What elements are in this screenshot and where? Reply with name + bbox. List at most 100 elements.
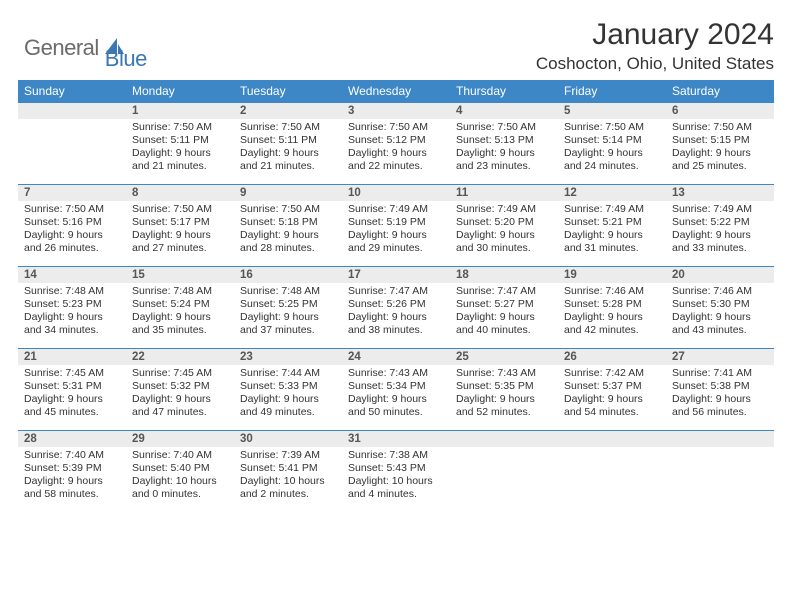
day-number: 6 bbox=[666, 102, 774, 119]
day-details: Sunrise: 7:39 AMSunset: 5:41 PMDaylight:… bbox=[234, 447, 342, 506]
day-number: 13 bbox=[666, 184, 774, 201]
day-number: 16 bbox=[234, 266, 342, 283]
day-details: Sunrise: 7:50 AMSunset: 5:18 PMDaylight:… bbox=[234, 201, 342, 260]
calendar-day-cell: 5Sunrise: 7:50 AMSunset: 5:14 PMDaylight… bbox=[558, 102, 666, 184]
day-number bbox=[18, 102, 126, 119]
calendar-day-cell: 31Sunrise: 7:38 AMSunset: 5:43 PMDayligh… bbox=[342, 430, 450, 512]
weekday-header: Wednesday bbox=[342, 80, 450, 102]
day-details: Sunrise: 7:42 AMSunset: 5:37 PMDaylight:… bbox=[558, 365, 666, 424]
calendar-day-cell: 24Sunrise: 7:43 AMSunset: 5:34 PMDayligh… bbox=[342, 348, 450, 430]
calendar-day-cell bbox=[18, 102, 126, 184]
day-number: 15 bbox=[126, 266, 234, 283]
page-header: General Blue January 2024 Coshocton, Ohi… bbox=[18, 18, 774, 74]
day-number: 19 bbox=[558, 266, 666, 283]
day-number: 24 bbox=[342, 348, 450, 365]
day-details: Sunrise: 7:43 AMSunset: 5:34 PMDaylight:… bbox=[342, 365, 450, 424]
calendar-day-cell bbox=[450, 430, 558, 512]
day-details: Sunrise: 7:50 AMSunset: 5:11 PMDaylight:… bbox=[234, 119, 342, 178]
day-number: 5 bbox=[558, 102, 666, 119]
day-details: Sunrise: 7:50 AMSunset: 5:12 PMDaylight:… bbox=[342, 119, 450, 178]
day-details: Sunrise: 7:50 AMSunset: 5:17 PMDaylight:… bbox=[126, 201, 234, 260]
day-number: 31 bbox=[342, 430, 450, 447]
day-details: Sunrise: 7:49 AMSunset: 5:21 PMDaylight:… bbox=[558, 201, 666, 260]
weekday-header: Tuesday bbox=[234, 80, 342, 102]
calendar-day-cell bbox=[666, 430, 774, 512]
calendar-table: SundayMondayTuesdayWednesdayThursdayFrid… bbox=[18, 80, 774, 512]
calendar-week-row: 28Sunrise: 7:40 AMSunset: 5:39 PMDayligh… bbox=[18, 430, 774, 512]
calendar-day-cell: 12Sunrise: 7:49 AMSunset: 5:21 PMDayligh… bbox=[558, 184, 666, 266]
calendar-week-row: 7Sunrise: 7:50 AMSunset: 5:16 PMDaylight… bbox=[18, 184, 774, 266]
calendar-day-cell: 25Sunrise: 7:43 AMSunset: 5:35 PMDayligh… bbox=[450, 348, 558, 430]
day-number: 17 bbox=[342, 266, 450, 283]
calendar-day-cell: 11Sunrise: 7:49 AMSunset: 5:20 PMDayligh… bbox=[450, 184, 558, 266]
calendar-day-cell: 27Sunrise: 7:41 AMSunset: 5:38 PMDayligh… bbox=[666, 348, 774, 430]
calendar-day-cell bbox=[558, 430, 666, 512]
day-details: Sunrise: 7:49 AMSunset: 5:19 PMDaylight:… bbox=[342, 201, 450, 260]
day-details: Sunrise: 7:38 AMSunset: 5:43 PMDaylight:… bbox=[342, 447, 450, 506]
calendar-day-cell: 29Sunrise: 7:40 AMSunset: 5:40 PMDayligh… bbox=[126, 430, 234, 512]
calendar-day-cell: 7Sunrise: 7:50 AMSunset: 5:16 PMDaylight… bbox=[18, 184, 126, 266]
day-number: 22 bbox=[126, 348, 234, 365]
calendar-day-cell: 23Sunrise: 7:44 AMSunset: 5:33 PMDayligh… bbox=[234, 348, 342, 430]
day-number: 28 bbox=[18, 430, 126, 447]
weekday-header: Friday bbox=[558, 80, 666, 102]
calendar-day-cell: 10Sunrise: 7:49 AMSunset: 5:19 PMDayligh… bbox=[342, 184, 450, 266]
day-number: 18 bbox=[450, 266, 558, 283]
day-number: 29 bbox=[126, 430, 234, 447]
day-details: Sunrise: 7:47 AMSunset: 5:27 PMDaylight:… bbox=[450, 283, 558, 342]
calendar-day-cell: 15Sunrise: 7:48 AMSunset: 5:24 PMDayligh… bbox=[126, 266, 234, 348]
calendar-day-cell: 19Sunrise: 7:46 AMSunset: 5:28 PMDayligh… bbox=[558, 266, 666, 348]
calendar-week-row: 14Sunrise: 7:48 AMSunset: 5:23 PMDayligh… bbox=[18, 266, 774, 348]
day-details: Sunrise: 7:46 AMSunset: 5:30 PMDaylight:… bbox=[666, 283, 774, 342]
day-details: Sunrise: 7:45 AMSunset: 5:32 PMDaylight:… bbox=[126, 365, 234, 424]
weekday-header: Monday bbox=[126, 80, 234, 102]
day-details: Sunrise: 7:40 AMSunset: 5:40 PMDaylight:… bbox=[126, 447, 234, 506]
day-number: 1 bbox=[126, 102, 234, 119]
day-details: Sunrise: 7:48 AMSunset: 5:25 PMDaylight:… bbox=[234, 283, 342, 342]
title-block: January 2024 Coshocton, Ohio, United Sta… bbox=[536, 18, 774, 74]
day-details: Sunrise: 7:50 AMSunset: 5:16 PMDaylight:… bbox=[18, 201, 126, 260]
day-number: 12 bbox=[558, 184, 666, 201]
day-number: 25 bbox=[450, 348, 558, 365]
day-number: 7 bbox=[18, 184, 126, 201]
calendar-day-cell: 8Sunrise: 7:50 AMSunset: 5:17 PMDaylight… bbox=[126, 184, 234, 266]
day-number: 27 bbox=[666, 348, 774, 365]
calendar-day-cell: 4Sunrise: 7:50 AMSunset: 5:13 PMDaylight… bbox=[450, 102, 558, 184]
day-details: Sunrise: 7:41 AMSunset: 5:38 PMDaylight:… bbox=[666, 365, 774, 424]
day-number: 8 bbox=[126, 184, 234, 201]
weekday-header: Saturday bbox=[666, 80, 774, 102]
calendar-day-cell: 13Sunrise: 7:49 AMSunset: 5:22 PMDayligh… bbox=[666, 184, 774, 266]
day-details: Sunrise: 7:43 AMSunset: 5:35 PMDaylight:… bbox=[450, 365, 558, 424]
day-details: Sunrise: 7:49 AMSunset: 5:22 PMDaylight:… bbox=[666, 201, 774, 260]
day-number: 30 bbox=[234, 430, 342, 447]
day-number: 4 bbox=[450, 102, 558, 119]
day-number: 9 bbox=[234, 184, 342, 201]
day-number: 2 bbox=[234, 102, 342, 119]
calendar-day-cell: 2Sunrise: 7:50 AMSunset: 5:11 PMDaylight… bbox=[234, 102, 342, 184]
day-number bbox=[450, 430, 558, 447]
weekday-header: Thursday bbox=[450, 80, 558, 102]
day-number: 20 bbox=[666, 266, 774, 283]
calendar-day-cell: 3Sunrise: 7:50 AMSunset: 5:12 PMDaylight… bbox=[342, 102, 450, 184]
calendar-week-row: 21Sunrise: 7:45 AMSunset: 5:31 PMDayligh… bbox=[18, 348, 774, 430]
day-number: 10 bbox=[342, 184, 450, 201]
day-details: Sunrise: 7:44 AMSunset: 5:33 PMDaylight:… bbox=[234, 365, 342, 424]
day-number: 21 bbox=[18, 348, 126, 365]
calendar-day-cell: 17Sunrise: 7:47 AMSunset: 5:26 PMDayligh… bbox=[342, 266, 450, 348]
calendar-day-cell: 26Sunrise: 7:42 AMSunset: 5:37 PMDayligh… bbox=[558, 348, 666, 430]
day-details: Sunrise: 7:50 AMSunset: 5:11 PMDaylight:… bbox=[126, 119, 234, 178]
day-details: Sunrise: 7:48 AMSunset: 5:24 PMDaylight:… bbox=[126, 283, 234, 342]
day-number: 3 bbox=[342, 102, 450, 119]
calendar-day-cell: 20Sunrise: 7:46 AMSunset: 5:30 PMDayligh… bbox=[666, 266, 774, 348]
day-details: Sunrise: 7:40 AMSunset: 5:39 PMDaylight:… bbox=[18, 447, 126, 506]
day-details: Sunrise: 7:46 AMSunset: 5:28 PMDaylight:… bbox=[558, 283, 666, 342]
day-details: Sunrise: 7:48 AMSunset: 5:23 PMDaylight:… bbox=[18, 283, 126, 342]
location-text: Coshocton, Ohio, United States bbox=[536, 54, 774, 74]
logo: General Blue bbox=[18, 18, 147, 72]
day-number bbox=[558, 430, 666, 447]
calendar-day-cell: 1Sunrise: 7:50 AMSunset: 5:11 PMDaylight… bbox=[126, 102, 234, 184]
calendar-day-cell: 6Sunrise: 7:50 AMSunset: 5:15 PMDaylight… bbox=[666, 102, 774, 184]
calendar-day-cell: 16Sunrise: 7:48 AMSunset: 5:25 PMDayligh… bbox=[234, 266, 342, 348]
day-number: 14 bbox=[18, 266, 126, 283]
calendar-day-cell: 28Sunrise: 7:40 AMSunset: 5:39 PMDayligh… bbox=[18, 430, 126, 512]
